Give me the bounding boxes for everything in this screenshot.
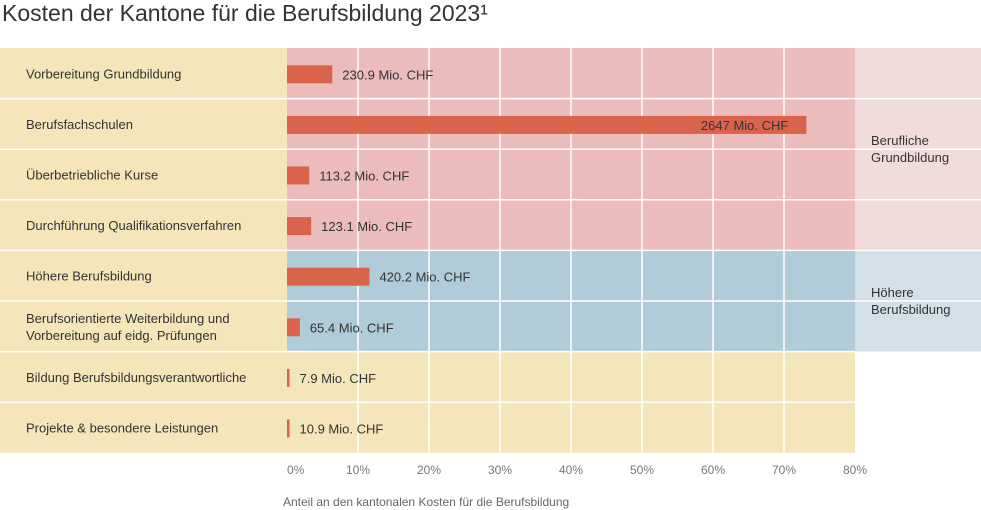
data-label: 123.1 Mio. CHF [321, 219, 412, 234]
data-label: 65.4 Mio. CHF [310, 320, 394, 335]
bar [287, 217, 312, 236]
category-label: Vorbereitung Grundbildung [26, 66, 181, 81]
x-tick-label: 0% [287, 463, 305, 477]
x-tick-label: 70% [772, 463, 796, 477]
group-label: Höhere [871, 285, 914, 300]
data-label: 113.2 Mio. CHF [319, 169, 409, 184]
group-label: Berufliche [871, 133, 929, 148]
x-tick-label: 30% [488, 463, 512, 477]
group-label: Berufsbildung [871, 302, 951, 317]
data-label: 2647 Mio. CHF [701, 118, 788, 133]
group-label: Grundbildung [871, 150, 949, 165]
category-label: Vorbereitung auf eidg. Prüfungen [26, 328, 217, 343]
bar [287, 267, 370, 286]
bar [287, 166, 310, 185]
category-label: Berufsfachschulen [26, 117, 133, 132]
category-label: Projekte & besondere Leistungen [26, 421, 218, 436]
bar [287, 318, 300, 337]
bar [287, 65, 333, 84]
category-label: Berufsorientierte Weiterbildung und [26, 311, 230, 326]
data-label: 7.9 Mio. CHF [300, 371, 377, 386]
bar [287, 115, 807, 134]
bar [287, 368, 290, 387]
x-tick-label: 60% [701, 463, 725, 477]
category-label: Höhere Berufsbildung [26, 269, 152, 284]
group-label-bg [855, 351, 981, 453]
chart-title: Kosten der Kantone für die Berufsbildung… [2, 0, 488, 26]
x-tick-label: 20% [417, 463, 441, 477]
data-label: 230.9 Mio. CHF [342, 67, 433, 82]
bar [287, 419, 290, 438]
category-label: Bildung Berufsbildungsverantwortliche [26, 370, 246, 385]
x-tick-label: 80% [843, 463, 867, 477]
x-tick-label: 40% [559, 463, 583, 477]
x-tick-label: 50% [630, 463, 654, 477]
data-label: 420.2 Mio. CHF [379, 270, 470, 285]
category-label: Durchführung Qualifikationsverfahren [26, 218, 241, 233]
category-label: Überbetriebliche Kurse [26, 168, 158, 183]
data-label: 10.9 Mio. CHF [300, 422, 384, 437]
x-tick-label: 10% [346, 463, 370, 477]
x-axis-label: Anteil an den kantonalen Kosten für die … [283, 495, 569, 509]
